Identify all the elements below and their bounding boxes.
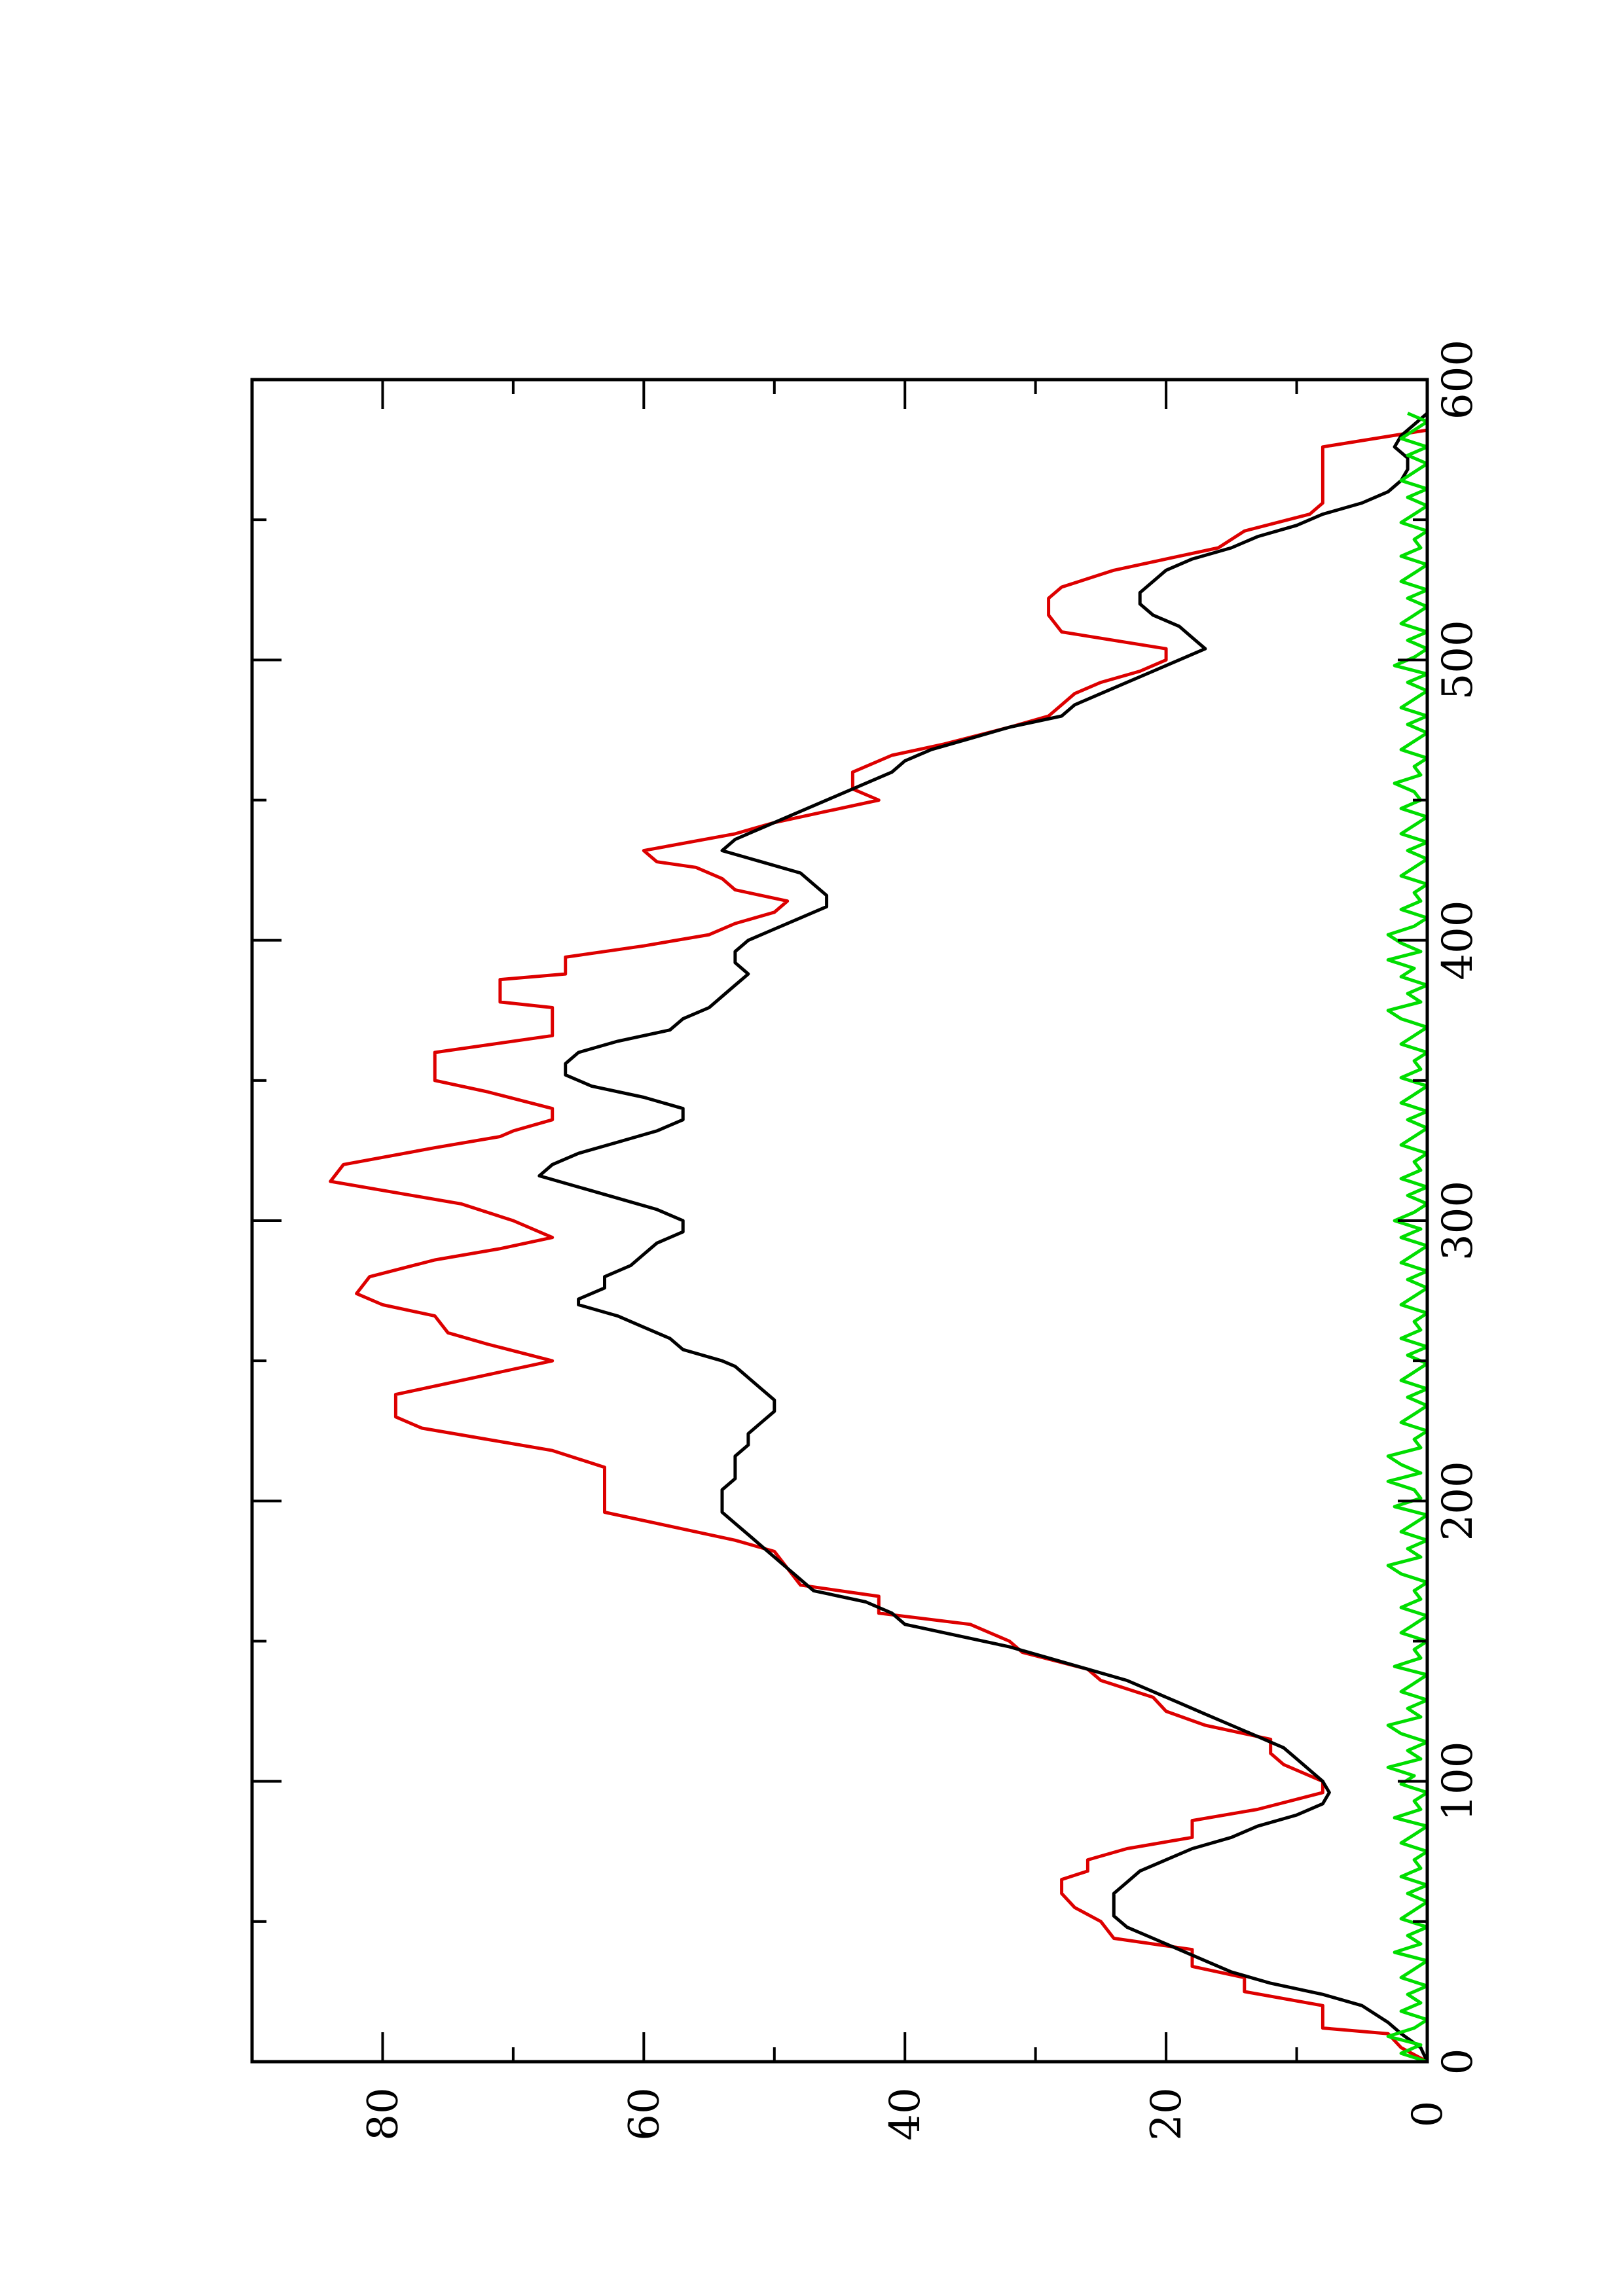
x-tick-label: 500 [1434,620,1482,700]
x-tick-label: 600 [1434,340,1482,420]
y-tick-label: 60 [620,2087,668,2140]
x-tick-label: 400 [1434,901,1482,980]
series-green-line [1386,412,1429,2064]
y-tick-label: 20 [1142,2087,1191,2140]
plot-frame [250,378,1429,2064]
y-tick-label: 0 [1404,2101,1452,2128]
x-tick-label: 0 [1434,2049,1482,2075]
x-tick-label: 200 [1434,1461,1482,1541]
y-tick-label: 40 [881,2087,930,2140]
series-black-line [538,412,1429,2063]
plot-area [329,412,1429,2064]
y-tick-label: 80 [359,2087,407,2140]
axis-tick-labels: 0 100 200 300 400 500 600 0 20 40 60 80 [359,340,1482,2141]
x-tick-label: 100 [1434,1742,1482,1821]
x-tick-label: 300 [1434,1181,1482,1261]
